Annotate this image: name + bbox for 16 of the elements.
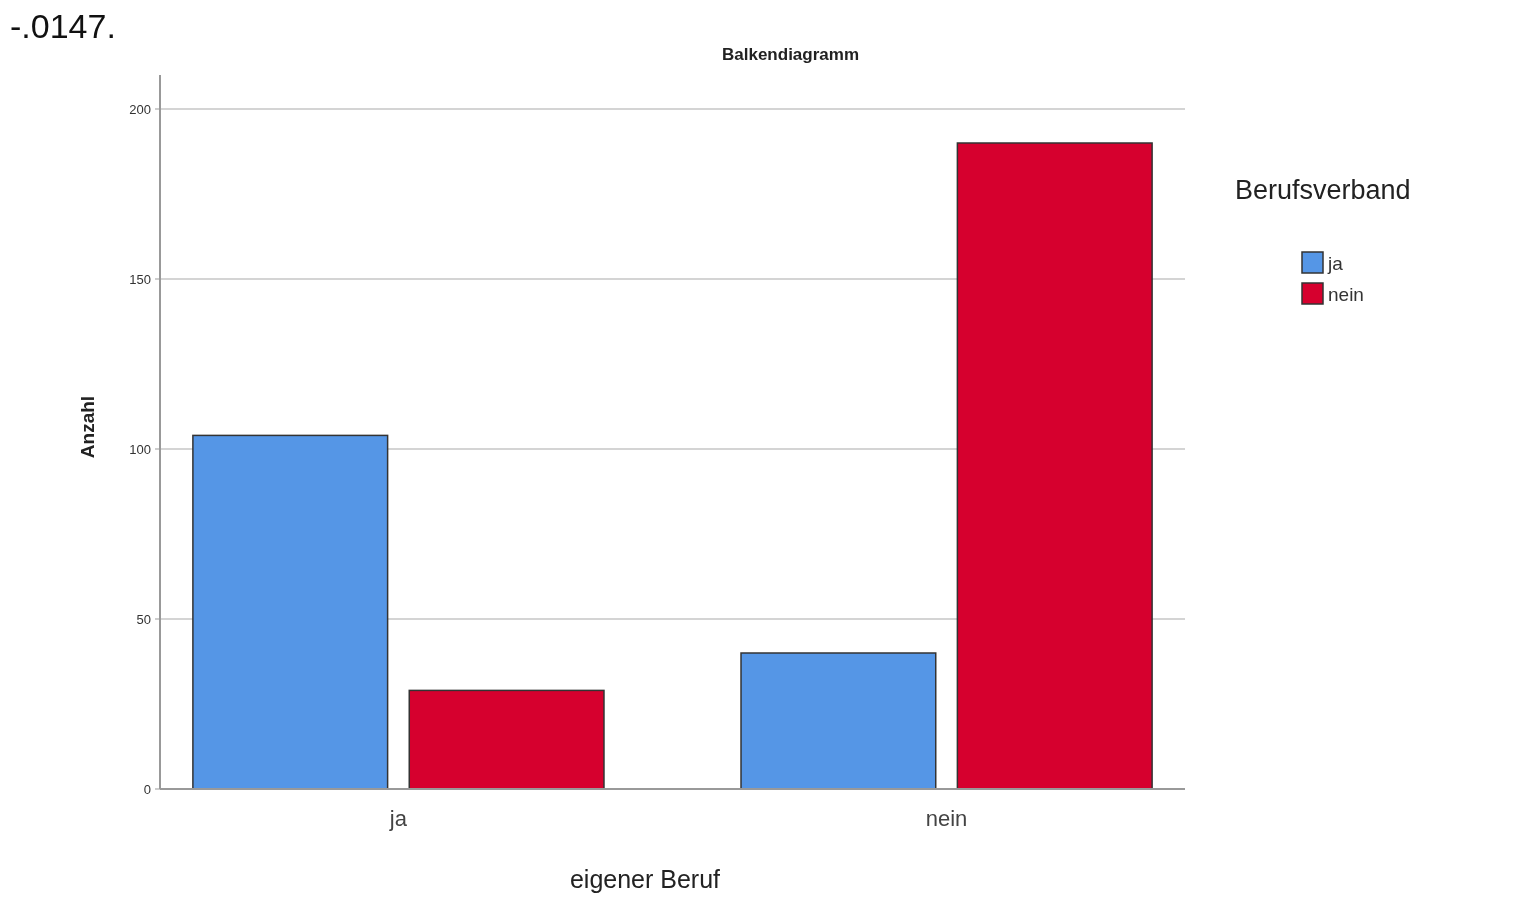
- y-tick-label: 100: [129, 441, 151, 457]
- legend-label: nein: [1328, 284, 1364, 305]
- bar: [956, 142, 1153, 790]
- legend-label: ja: [1327, 253, 1344, 274]
- y-tick-label: 200: [129, 101, 151, 117]
- legend-title: Berufsverband: [1235, 175, 1411, 205]
- text: -.0147.: [10, 7, 116, 45]
- y-axis-title: Anzahl: [77, 395, 98, 459]
- bar: [740, 652, 937, 790]
- bar: [192, 434, 389, 790]
- bar: [408, 689, 605, 790]
- x-axis-title: eigener Beruf: [569, 865, 721, 893]
- y-tick-label: 50: [136, 611, 151, 627]
- y-tick-label: 0: [143, 781, 151, 797]
- y-tick-label: 150: [129, 271, 151, 287]
- chart-title: Balkendiagramm: [722, 45, 859, 64]
